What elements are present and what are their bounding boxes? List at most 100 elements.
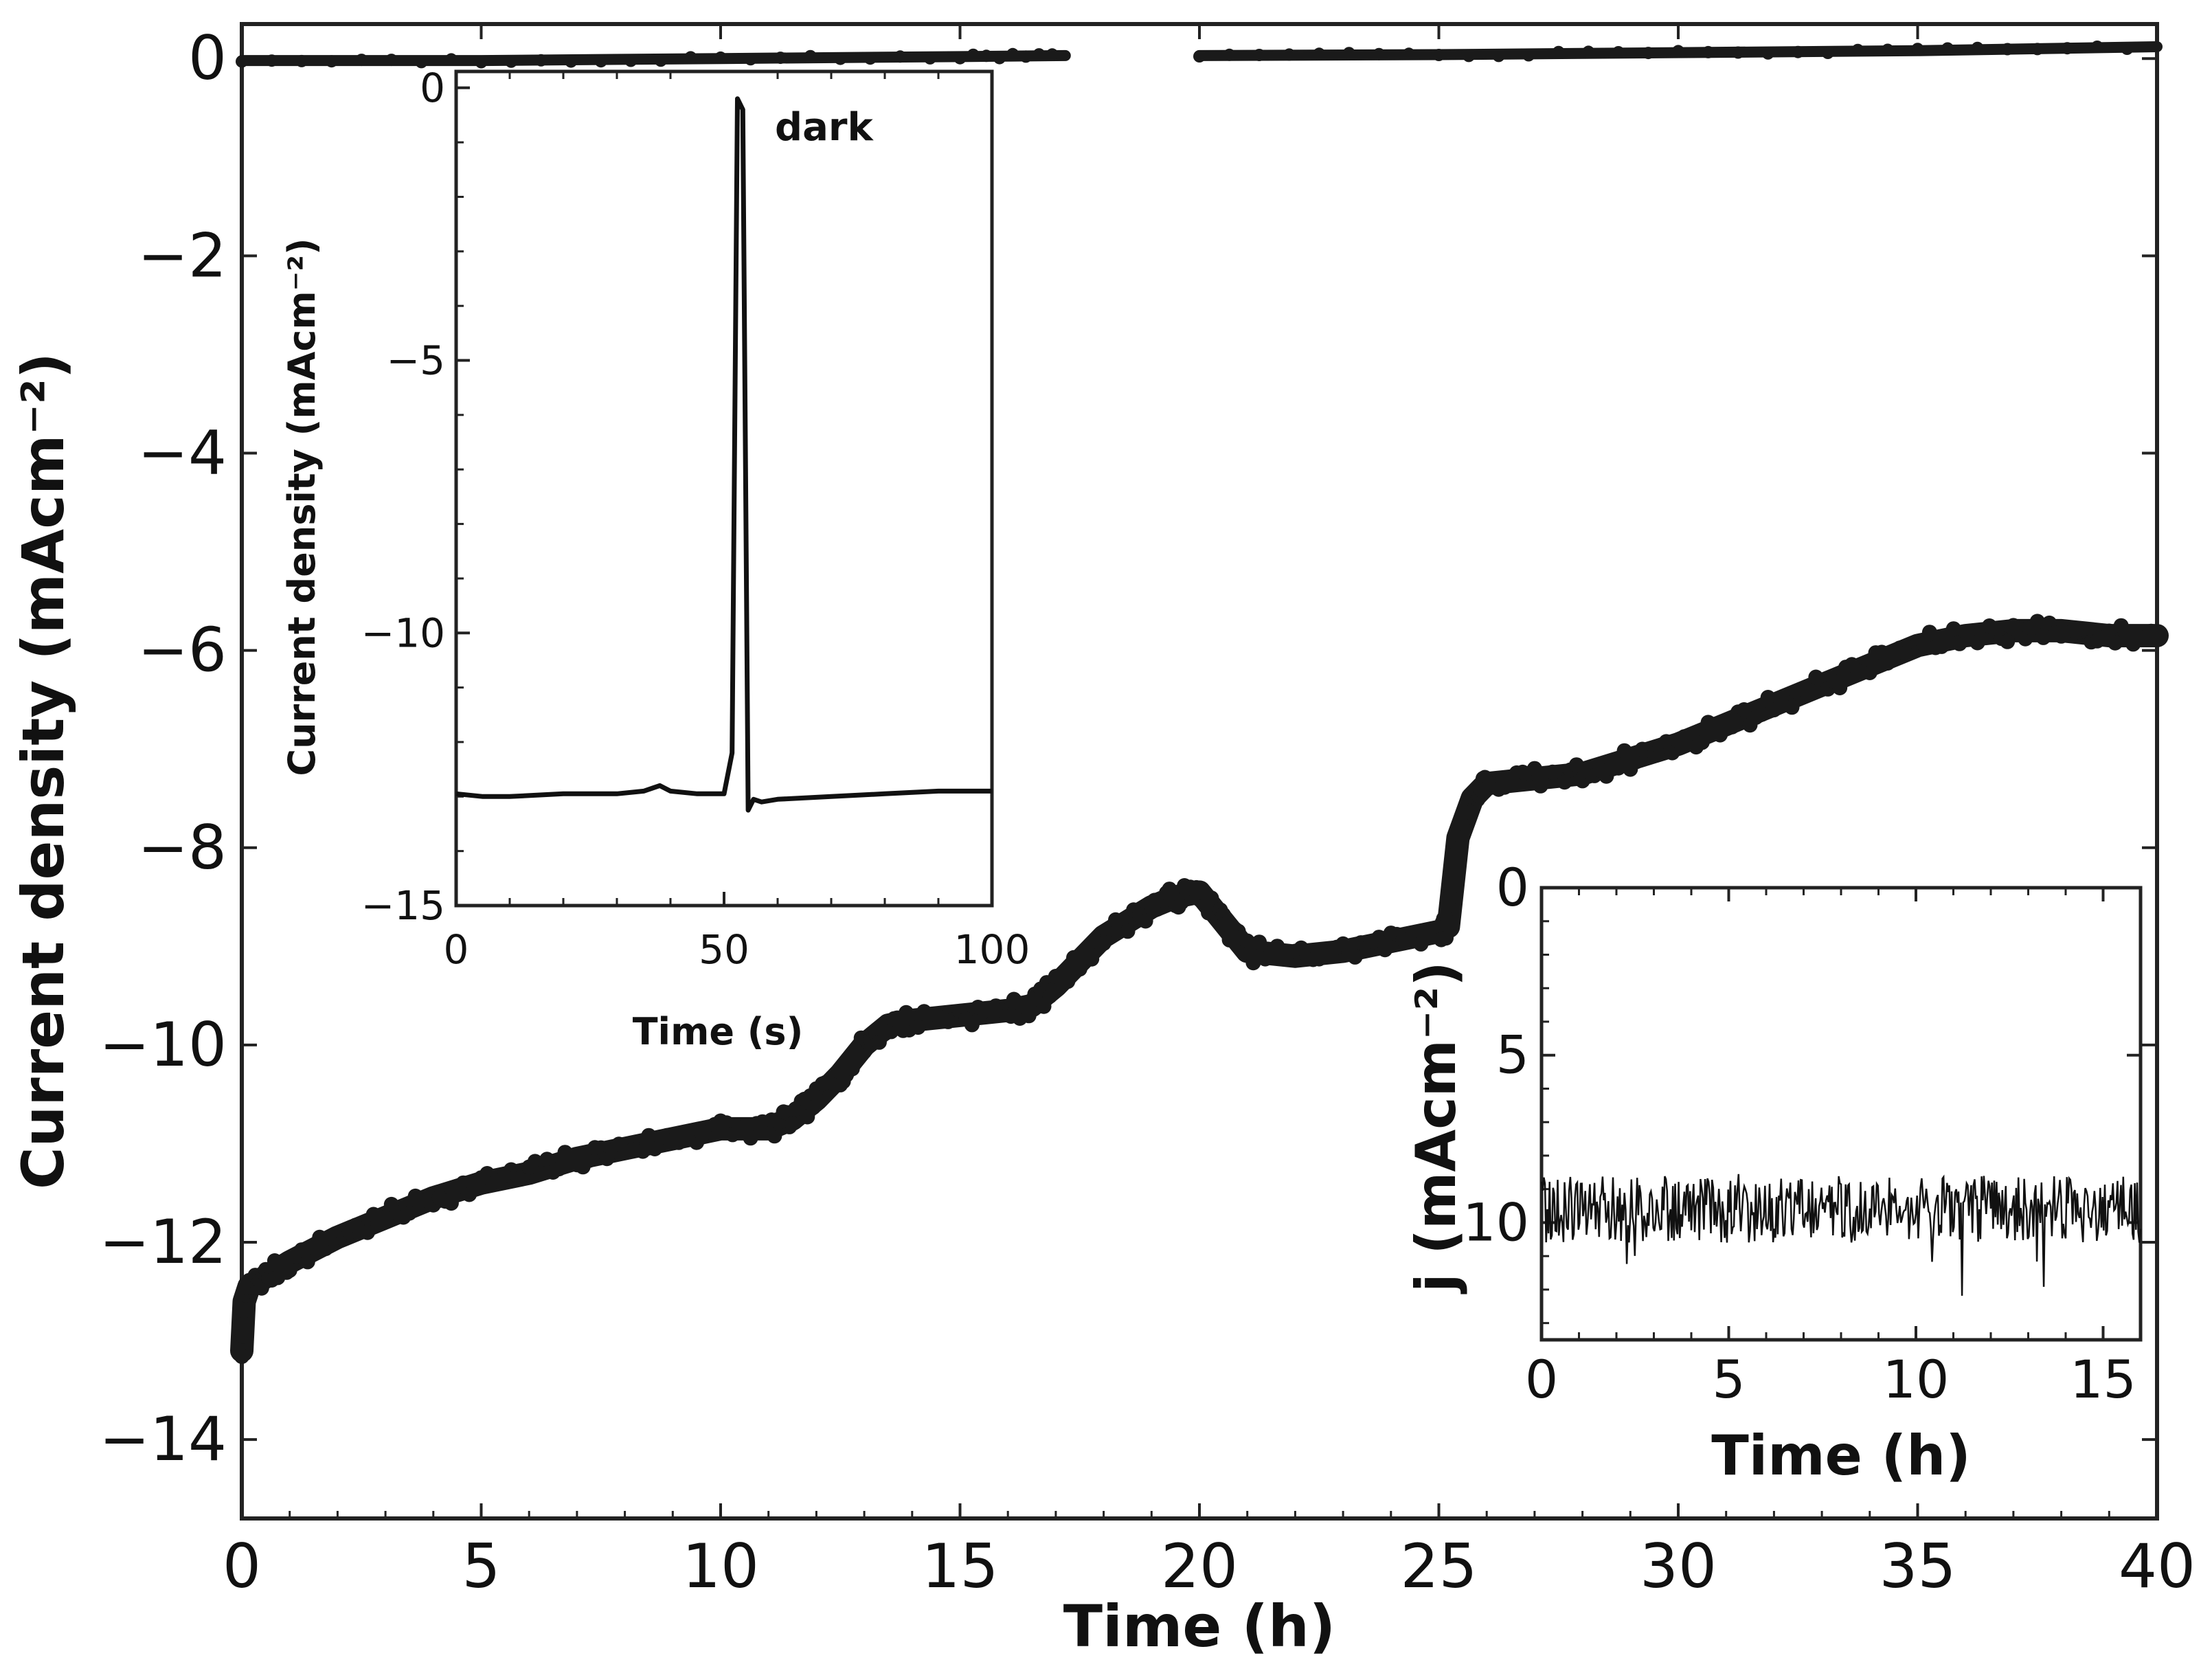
- data-point: [785, 1116, 800, 1132]
- data-point: [1046, 48, 1059, 61]
- inset-dark-chopping-chart: 0 50 100 0 −5 −10 −15 Time (s) Current density (…: [280, 65, 1030, 1053]
- data-point: [1971, 41, 1984, 54]
- data-point: [1373, 47, 1386, 60]
- data-point: [993, 52, 1006, 65]
- data-point: [1526, 761, 1542, 776]
- y-axis-title: Current density (mAcm⁻²): [10, 352, 77, 1189]
- data-point: [533, 1165, 549, 1181]
- data-point: [1941, 42, 1954, 55]
- data-point: [1784, 699, 1800, 715]
- data-point: [505, 55, 518, 68]
- data-point: [1223, 48, 1236, 61]
- data-point: [1313, 47, 1326, 60]
- data-point: [2077, 622, 2093, 638]
- y-tick-label: 10: [1463, 1191, 1529, 1253]
- data-point: [475, 56, 488, 69]
- data-point: [1862, 665, 1877, 680]
- data-point: [1881, 43, 1894, 56]
- data-point: [1610, 760, 1626, 776]
- data-point: [1402, 47, 1415, 60]
- y-tick-label: 0: [188, 23, 227, 93]
- y-tick-label: 0: [420, 65, 445, 111]
- data-point: [811, 1094, 827, 1110]
- series-markers-2: [236, 47, 1059, 69]
- x-tick-label: 15: [922, 1531, 999, 1602]
- data-point: [378, 1212, 394, 1228]
- data-point: [2031, 43, 2044, 56]
- data-point: [2121, 43, 2134, 55]
- data-point: [1347, 949, 1363, 965]
- data-point: [312, 1229, 328, 1245]
- data-point: [1239, 933, 1255, 949]
- data-point: [910, 1020, 926, 1035]
- data-point: [967, 48, 980, 61]
- data-point: [719, 1115, 734, 1131]
- data-point: [1642, 47, 1655, 60]
- series-markers-3: [1193, 41, 2134, 63]
- y-tick-label: 0: [1496, 857, 1529, 918]
- y-tick-label: −8: [137, 812, 227, 883]
- y-tick-label: −10: [99, 1009, 227, 1080]
- data-point: [624, 54, 637, 67]
- data-point: [1245, 955, 1261, 971]
- data-point: [2000, 633, 2016, 649]
- data-point: [647, 1141, 663, 1156]
- data-point: [2029, 614, 2045, 629]
- data-point: [1492, 49, 1505, 63]
- data-point: [1754, 706, 1770, 722]
- data-point: [1450, 840, 1466, 856]
- data-point: [864, 52, 877, 65]
- data-point: [2001, 43, 2014, 56]
- dark-annotation: dark: [775, 105, 874, 150]
- x-tick-label: 15: [2070, 1349, 2136, 1410]
- inset-stability-chart: 0 5 10 15 0 5 10 Time (h) j (mAcm⁻²): [1404, 857, 2143, 1488]
- data-point: [1916, 636, 1932, 652]
- data-point: [1724, 719, 1740, 734]
- data-point: [300, 1254, 315, 1270]
- data-point: [1629, 754, 1644, 770]
- data-point: [1568, 757, 1584, 773]
- data-point: [1084, 951, 1100, 967]
- data-point: [744, 53, 757, 66]
- data-point: [2143, 623, 2159, 639]
- data-point: [2108, 635, 2123, 651]
- x-tick-label: 0: [444, 926, 469, 973]
- data-point: [294, 1242, 310, 1258]
- data-point: [1921, 625, 1937, 640]
- data-point: [581, 1152, 597, 1168]
- data-point: [1732, 46, 1745, 59]
- data-point: [1066, 950, 1081, 965]
- inset-bottom-frame: [1539, 886, 2143, 1342]
- data-point: [1283, 48, 1296, 61]
- x-tick-label: 5: [1712, 1349, 1745, 1410]
- data-point: [1432, 49, 1445, 61]
- data-point: [1945, 621, 1961, 637]
- data-point: [774, 52, 787, 65]
- main-chart: 0 5 10 15 20 25 30 35 40 0 −2 −4 −6 −8 −10 −12 −14 Time (…: [10, 22, 2196, 1660]
- data-point: [444, 53, 458, 66]
- data-point: [1658, 734, 1674, 750]
- data-point: [1702, 45, 1715, 58]
- data-point: [295, 54, 308, 67]
- data-point: [1377, 942, 1393, 958]
- data-point: [714, 51, 727, 64]
- x-tick-label: 40: [2119, 1531, 2196, 1602]
- data-point: [1664, 745, 1680, 761]
- data-point: [1582, 45, 1595, 58]
- data-point: [402, 1205, 417, 1221]
- y-axis-title: Current density (mAcm⁻²): [280, 238, 324, 776]
- data-point: [1006, 47, 1019, 60]
- series-line-1: [1540, 1174, 2142, 1296]
- data-point: [953, 52, 967, 65]
- data-point: [551, 1161, 567, 1177]
- data-point: [527, 1154, 543, 1169]
- y-axis-title: j (mAcm⁻²): [1404, 961, 1468, 1294]
- x-tick-label: 5: [462, 1531, 501, 1602]
- data-point: [1371, 930, 1387, 945]
- data-point: [1138, 913, 1153, 929]
- y-tick-label: −10: [361, 609, 445, 656]
- data-point: [1032, 48, 1046, 61]
- x-axis-title: Time (h): [1711, 1424, 1971, 1488]
